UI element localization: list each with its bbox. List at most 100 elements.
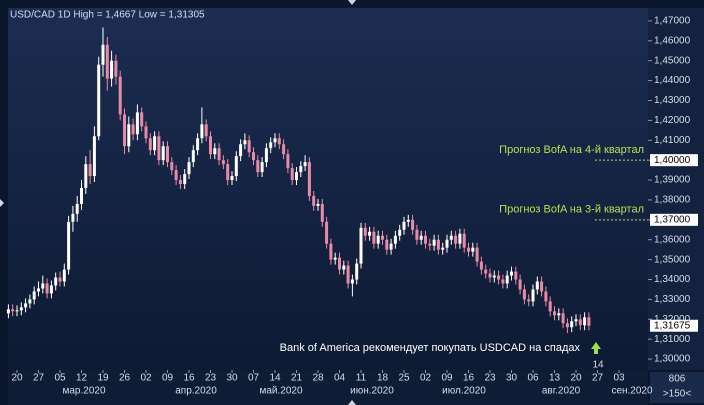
price-axis	[648, 8, 704, 370]
y-tick-label: 1,38000	[654, 195, 691, 206]
candle-body	[230, 176, 234, 181]
candle-body	[178, 180, 182, 185]
candle-body	[488, 273, 492, 278]
candle-body	[174, 170, 178, 181]
candle-body	[385, 239, 389, 250]
candle-body	[290, 168, 294, 181]
last-price-box	[650, 319, 698, 332]
x-tick-label: 11	[356, 373, 367, 384]
candle-body	[484, 269, 488, 274]
candle-body	[393, 235, 397, 244]
candle-body	[492, 275, 496, 278]
candle-body	[67, 221, 71, 270]
candle-body	[161, 146, 165, 161]
x-tick-label: 05	[54, 373, 66, 384]
candle-body	[565, 323, 569, 328]
month-label: июн.2020	[350, 386, 394, 397]
x-tick-label: 07	[248, 373, 260, 384]
candle-body	[183, 174, 187, 185]
candle-body	[441, 247, 445, 250]
x-tick-label: 06	[527, 373, 539, 384]
candle-body	[282, 144, 286, 155]
candle-body	[148, 138, 152, 151]
x-tick-label: 19	[97, 373, 109, 384]
candle-body	[531, 289, 535, 302]
candle-body	[299, 166, 303, 173]
candle-body	[166, 146, 169, 163]
candle-body	[71, 213, 75, 222]
x-tick-label: 20	[570, 373, 582, 384]
candle-body	[458, 233, 462, 244]
corner-box	[650, 372, 704, 403]
candle-body	[15, 310, 19, 312]
candle-body	[316, 203, 320, 206]
y-tick-label: 1,36000	[654, 234, 691, 245]
level-label: 1,37000	[654, 214, 691, 225]
candle-body	[135, 112, 139, 135]
candle-body	[256, 160, 260, 173]
candle-body	[239, 144, 243, 157]
candle-body	[41, 283, 45, 289]
candle-body	[553, 311, 556, 316]
candle-body	[286, 154, 290, 169]
candle-body	[329, 243, 333, 260]
x-tick-label: 13	[549, 373, 561, 384]
x-tick-label: 02	[420, 373, 432, 384]
candle-body	[355, 263, 359, 280]
x-tick-label: 25	[398, 373, 410, 384]
candle-body	[196, 138, 200, 151]
candle-body	[226, 164, 230, 181]
candle-body	[535, 281, 539, 290]
x-tick-label: 27	[33, 373, 45, 384]
candle-body	[11, 309, 15, 312]
y-tick-label: 1,44000	[654, 75, 691, 86]
y-tick-label: 1,33000	[654, 294, 691, 305]
candle-body	[406, 219, 410, 222]
candle-body	[84, 164, 88, 189]
candle-body	[45, 283, 49, 294]
candle-body	[462, 233, 466, 248]
candle-body	[114, 60, 118, 77]
candle-body	[350, 279, 354, 284]
x-tick-label: 04	[334, 373, 346, 384]
x-tick-label: 16	[183, 373, 195, 384]
y-tick-label: 1,46000	[654, 35, 691, 46]
candle-body	[303, 162, 307, 167]
candle-body	[123, 114, 126, 147]
candle-body	[454, 235, 458, 244]
candle-body	[92, 136, 96, 177]
candle-body	[264, 148, 268, 163]
candle-body	[325, 221, 329, 244]
candle-body	[58, 277, 62, 282]
candle-body	[544, 291, 548, 302]
x-tick-label: 30	[226, 373, 238, 384]
candle-body	[497, 275, 501, 280]
candle-body	[312, 195, 316, 206]
x-tick-label: 12	[76, 373, 88, 384]
candle-body	[252, 152, 255, 161]
candle-body	[19, 307, 23, 311]
x-tick-label: 09	[441, 373, 453, 384]
y-tick-label: 1,30000	[654, 354, 691, 365]
candle-body	[273, 138, 277, 143]
month-label: апр.2020	[175, 386, 217, 397]
candle-body	[415, 229, 419, 240]
candle-body	[359, 227, 363, 264]
candle-body	[105, 44, 109, 79]
candle-body	[170, 162, 174, 171]
month-label: авг.2020	[542, 386, 581, 397]
forecast-annotation: Прогноз BofA на 4-й квартал	[499, 144, 644, 156]
corner-label: 806	[669, 374, 686, 385]
candle-body	[217, 148, 221, 161]
x-tick-label: 27	[592, 373, 604, 384]
candle-body	[402, 221, 406, 230]
month-label: сен.2020	[611, 386, 653, 397]
x-tick-label: 16	[463, 373, 475, 384]
candle-body	[445, 239, 449, 248]
candle-body	[411, 219, 415, 230]
candle-body	[505, 275, 509, 284]
candle-body	[118, 76, 122, 115]
candle-body	[140, 112, 144, 127]
candle-body	[557, 313, 561, 316]
candle-body	[320, 203, 324, 222]
